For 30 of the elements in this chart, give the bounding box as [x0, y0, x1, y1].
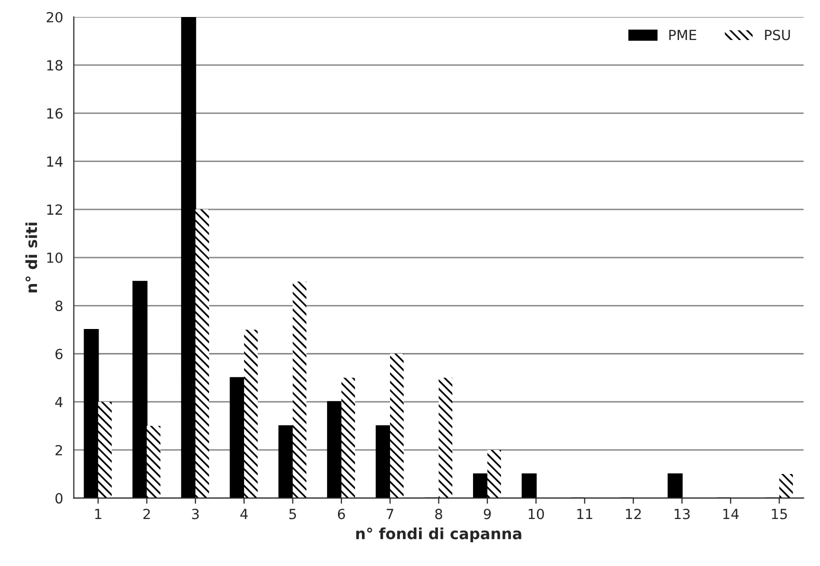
x-tick-label: 14: [723, 508, 739, 520]
x-tick-label: 9: [484, 508, 491, 520]
y-axis-title: n° di siti: [25, 222, 38, 292]
y-tick-label: 14: [47, 156, 63, 167]
x-tick-label: 1: [95, 508, 102, 520]
y-tick-label: 10: [47, 252, 62, 264]
x-axis-title: n° fondi di capanna: [356, 527, 522, 542]
x-tick-label: 12: [626, 508, 641, 520]
y-tick-label: 6: [56, 348, 63, 360]
x-tick-label: 6: [338, 508, 345, 520]
y-tick-label: 4: [55, 397, 63, 408]
x-tick-label: 15: [772, 508, 787, 520]
x-tick-label: 13: [674, 508, 690, 520]
x-tick-label: 10: [528, 508, 544, 520]
y-tick-label: 20: [46, 12, 62, 22]
x-tick-label: 2: [143, 508, 150, 520]
x-tick-label: 5: [289, 508, 296, 520]
legend-label: PME: [669, 30, 696, 40]
x-tick-label: 11: [577, 508, 592, 520]
x-tick-label: 7: [386, 508, 394, 520]
y-tick-label: 12: [47, 204, 62, 215]
legend-label: PSU: [765, 30, 790, 40]
y-tick-label: 2: [56, 444, 62, 456]
x-tick-label: 4: [240, 508, 248, 520]
y-tick-label: 0: [55, 493, 62, 504]
y-tick-label: 18: [47, 60, 62, 71]
y-tick-label: 16: [47, 108, 63, 119]
x-tick-label: 3: [192, 508, 199, 520]
y-tick-label: 8: [55, 300, 62, 312]
x-tick-label: 8: [435, 508, 442, 520]
